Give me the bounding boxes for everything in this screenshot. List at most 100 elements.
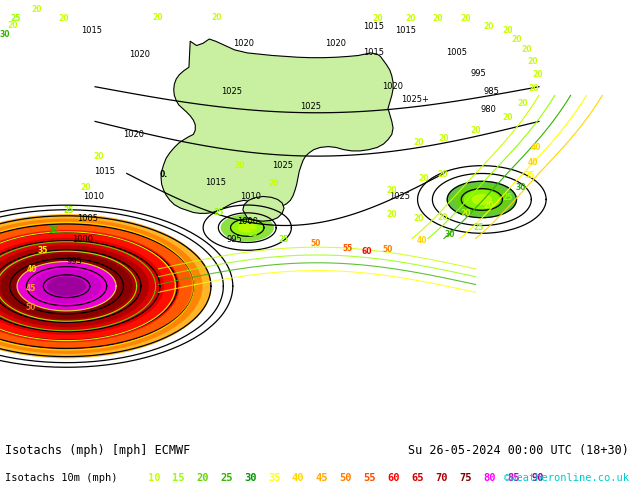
Text: 1015: 1015 <box>205 178 226 187</box>
Text: 980: 980 <box>480 105 496 114</box>
Text: 20: 20 <box>406 14 416 23</box>
Text: 20: 20 <box>437 213 448 222</box>
Ellipse shape <box>221 214 274 242</box>
Text: 90: 90 <box>531 472 544 483</box>
Text: 75: 75 <box>460 472 472 483</box>
Text: 995: 995 <box>227 235 242 244</box>
Text: 50: 50 <box>340 472 352 483</box>
Text: 25: 25 <box>220 472 233 483</box>
Text: 995: 995 <box>471 69 486 78</box>
Text: 20: 20 <box>387 210 397 219</box>
Text: 35: 35 <box>268 472 280 483</box>
Ellipse shape <box>0 238 164 335</box>
Text: 20: 20 <box>529 84 539 94</box>
Text: 20: 20 <box>387 186 397 196</box>
Text: 30: 30 <box>244 472 256 483</box>
Text: 20: 20 <box>483 201 493 211</box>
Text: 20: 20 <box>212 13 222 22</box>
Ellipse shape <box>0 245 149 327</box>
Text: 50: 50 <box>25 302 36 312</box>
Text: 20: 20 <box>502 26 512 35</box>
Text: Isotachs 10m (mph): Isotachs 10m (mph) <box>5 472 117 483</box>
Text: 15: 15 <box>172 472 184 483</box>
Text: 1005: 1005 <box>446 48 467 56</box>
Text: 40: 40 <box>527 158 538 167</box>
Text: 30: 30 <box>516 183 526 192</box>
Text: 1010: 1010 <box>240 192 261 200</box>
Ellipse shape <box>0 219 203 354</box>
Text: 25: 25 <box>502 193 512 202</box>
Ellipse shape <box>463 190 500 209</box>
Text: 20: 20 <box>372 14 382 23</box>
Text: 20: 20 <box>58 14 68 23</box>
Ellipse shape <box>472 194 492 205</box>
Text: 20: 20 <box>461 14 471 23</box>
Text: 1025: 1025 <box>271 161 293 170</box>
Text: 40: 40 <box>292 472 304 483</box>
Text: 20: 20 <box>235 161 245 170</box>
Ellipse shape <box>0 214 212 358</box>
Text: 985: 985 <box>483 87 500 96</box>
Text: 70: 70 <box>436 472 448 483</box>
Text: 1015: 1015 <box>395 26 417 35</box>
Text: 65: 65 <box>411 472 424 483</box>
Text: 1020: 1020 <box>382 82 404 91</box>
Ellipse shape <box>238 223 257 233</box>
Text: 20: 20 <box>413 138 424 147</box>
Text: 20: 20 <box>461 209 471 218</box>
Text: 1025: 1025 <box>300 102 321 111</box>
Text: 20: 20 <box>432 14 443 23</box>
Text: 50: 50 <box>383 245 393 254</box>
Text: 35: 35 <box>524 171 534 180</box>
Text: 45: 45 <box>25 284 36 293</box>
Text: 20: 20 <box>437 170 448 179</box>
Text: 995: 995 <box>67 257 82 266</box>
Ellipse shape <box>0 230 179 343</box>
Text: 25: 25 <box>279 235 289 244</box>
Text: 60: 60 <box>361 247 372 256</box>
Text: 1025+: 1025+ <box>401 95 429 104</box>
Text: 20: 20 <box>521 46 531 54</box>
Text: 30: 30 <box>445 230 455 239</box>
Text: 1000: 1000 <box>72 235 93 244</box>
Text: 50: 50 <box>311 239 321 248</box>
Text: 20: 20 <box>418 174 429 183</box>
Text: 1025: 1025 <box>221 87 242 96</box>
Text: 40: 40 <box>531 143 541 152</box>
Text: 1005: 1005 <box>77 215 98 223</box>
Text: 1020: 1020 <box>122 130 144 139</box>
Text: 25: 25 <box>214 208 224 217</box>
Ellipse shape <box>0 224 192 349</box>
Text: 1015: 1015 <box>363 49 385 57</box>
Text: 1020: 1020 <box>233 39 255 48</box>
Text: 30: 30 <box>49 226 59 235</box>
Text: 40: 40 <box>27 265 37 274</box>
Text: 1010: 1010 <box>83 192 105 200</box>
Text: Su 26-05-2024 00:00 UTC (18+30): Su 26-05-2024 00:00 UTC (18+30) <box>408 444 629 457</box>
Text: 20: 20 <box>527 57 538 66</box>
Text: 20: 20 <box>413 215 424 223</box>
Text: 30: 30 <box>0 30 10 39</box>
Polygon shape <box>161 39 393 213</box>
Ellipse shape <box>32 269 101 303</box>
Text: 20: 20 <box>152 13 162 22</box>
Text: 20: 20 <box>470 125 481 135</box>
Text: 10: 10 <box>148 472 160 483</box>
Text: 80: 80 <box>483 472 496 483</box>
Text: ©weatheronline.co.uk: ©weatheronline.co.uk <box>504 472 629 483</box>
Ellipse shape <box>47 276 86 296</box>
Text: 25: 25 <box>63 206 74 215</box>
Text: 60: 60 <box>387 472 400 483</box>
Text: 1000: 1000 <box>236 217 258 226</box>
Text: 25: 25 <box>247 229 257 238</box>
Text: 1015: 1015 <box>363 23 385 31</box>
Text: 0.: 0. <box>160 170 167 179</box>
Text: 25: 25 <box>11 14 21 23</box>
Text: 20: 20 <box>483 22 493 30</box>
Text: 20: 20 <box>93 151 103 161</box>
Ellipse shape <box>0 253 133 319</box>
Text: 1020: 1020 <box>129 49 150 59</box>
Text: 1015: 1015 <box>94 167 115 176</box>
Text: Isotachs (mph) [mph] ECMWF: Isotachs (mph) [mph] ECMWF <box>5 444 190 457</box>
Ellipse shape <box>446 181 517 219</box>
